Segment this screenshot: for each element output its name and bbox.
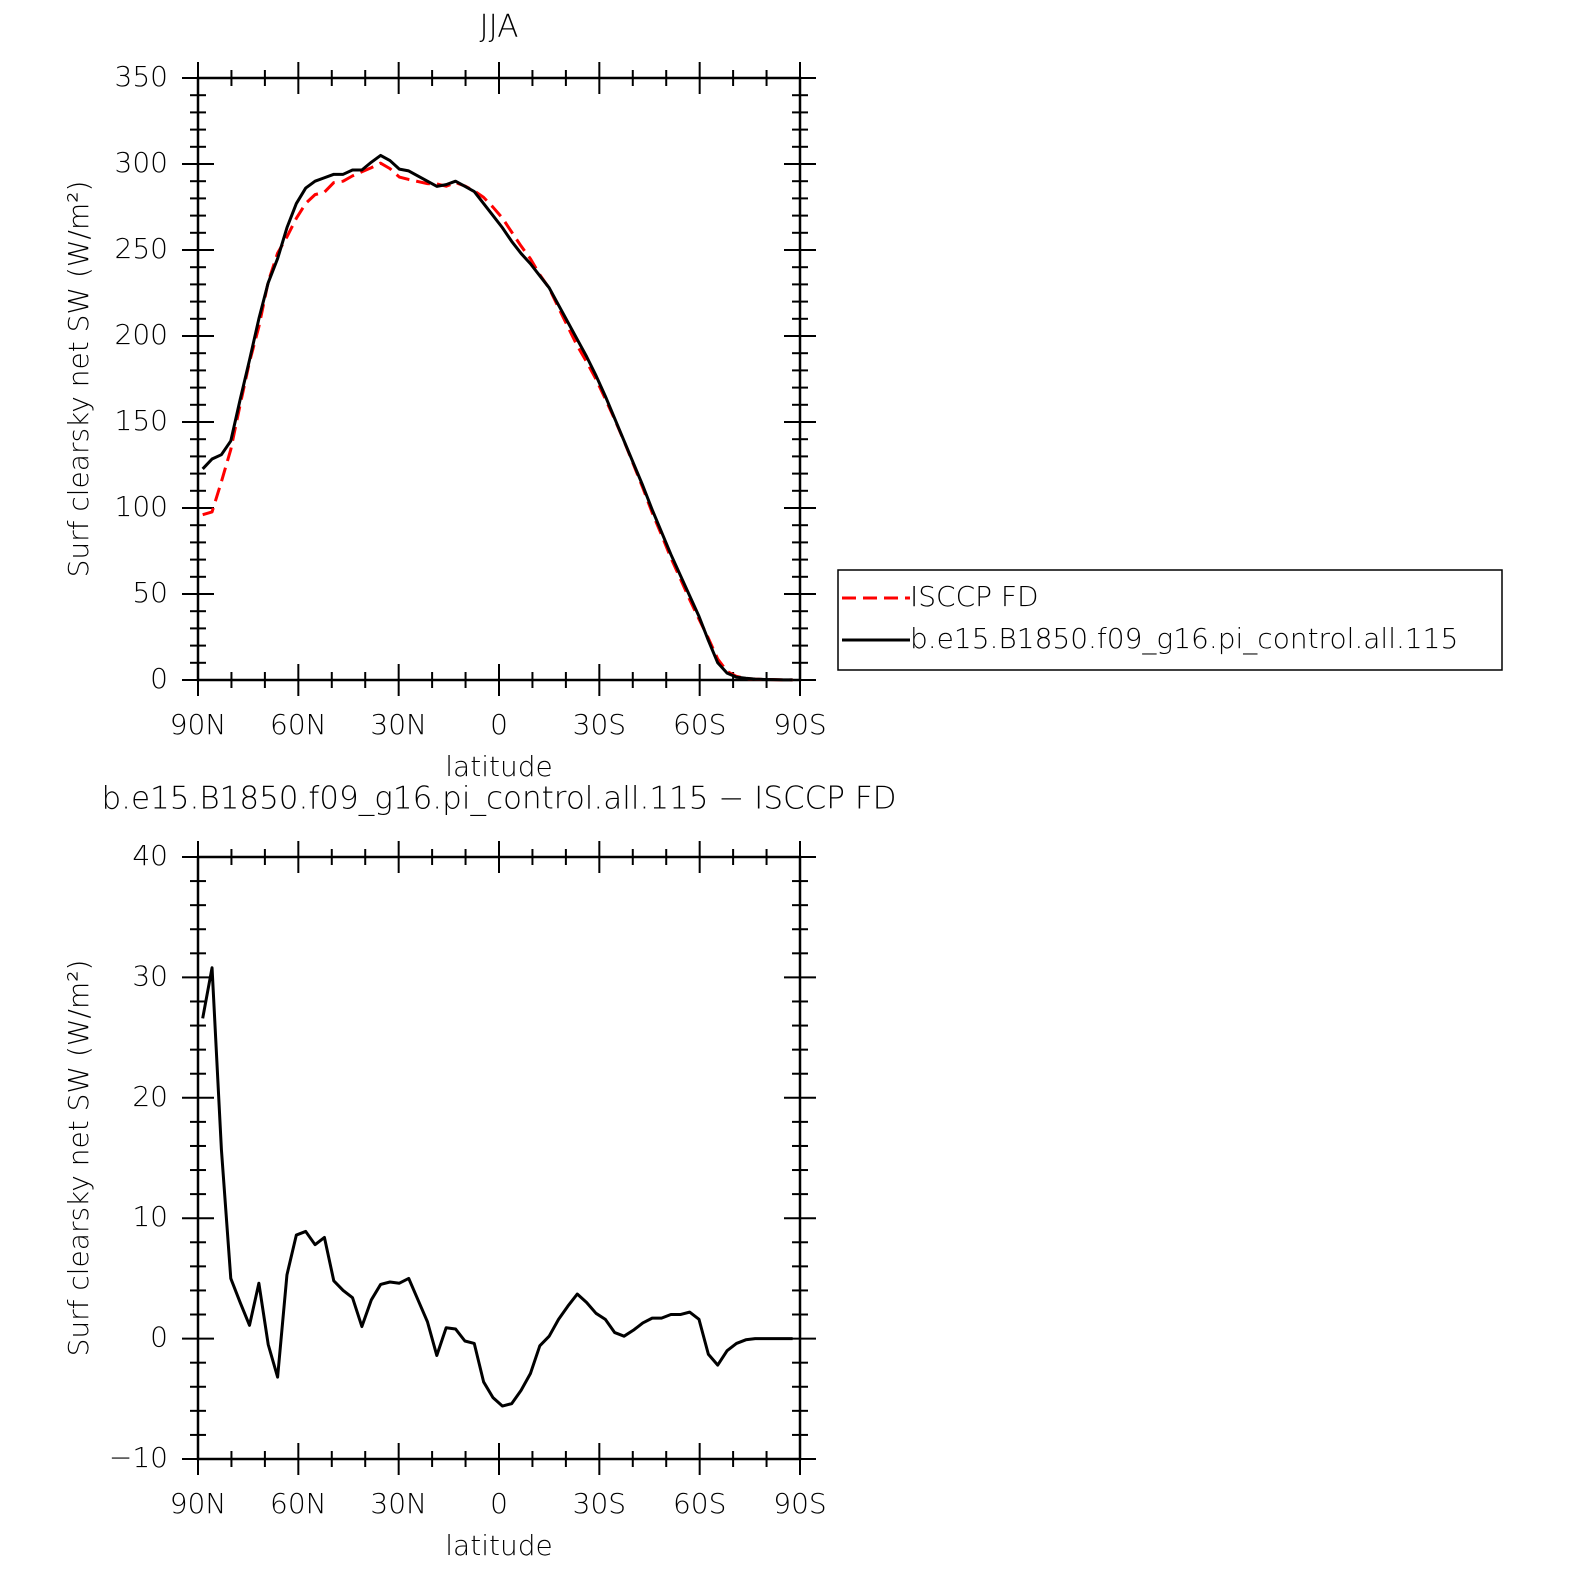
x-tick-label: 0 bbox=[490, 1487, 508, 1520]
x-tick-label: 30S bbox=[573, 1487, 626, 1520]
x-tick-label: 90S bbox=[773, 708, 826, 741]
y-tick-label: 300 bbox=[115, 146, 168, 179]
y-tick-label: 250 bbox=[115, 232, 168, 265]
legend-label: b.e15.B1850.f09_g16.pi_control.all.115 bbox=[910, 622, 1458, 656]
x-tick-label: 30N bbox=[370, 708, 427, 741]
plot-frame bbox=[196, 855, 802, 1461]
x-tick-label: 60N bbox=[270, 708, 327, 741]
x-tick-label: 60S bbox=[673, 708, 726, 741]
data-line bbox=[201, 153, 793, 682]
x-tick-label: 90N bbox=[170, 708, 227, 741]
y-tick-label: 100 bbox=[115, 490, 168, 523]
y-tick-label: 0 bbox=[150, 662, 168, 695]
chart-title: b.e15.B1850.f09_g16.pi_control.all.115 −… bbox=[101, 781, 896, 817]
y-axis-label: Surf clearsky net SW (W/m²) bbox=[62, 181, 95, 578]
legend-label: ISCCP FD bbox=[910, 580, 1039, 613]
y-tick-label: 30 bbox=[132, 959, 168, 992]
legend-frame bbox=[837, 569, 1503, 671]
y-tick-label: 150 bbox=[115, 404, 168, 437]
x-tick-label: 90S bbox=[773, 1487, 826, 1520]
x-tick-label: 60S bbox=[673, 1487, 726, 1520]
y-tick-label: 350 bbox=[115, 60, 168, 93]
y-tick-label: 10 bbox=[132, 1200, 168, 1233]
x-tick-label: 60N bbox=[270, 1487, 327, 1520]
x-tick-label: 0 bbox=[490, 708, 508, 741]
legend: ISCCP FD b.e15.B1850.f09_g16.pi_control.a… bbox=[837, 569, 1503, 671]
y-tick-label: −10 bbox=[109, 1441, 168, 1474]
x-tick-label: 30N bbox=[370, 1487, 427, 1520]
x-tick-label: 30S bbox=[573, 708, 626, 741]
x-axis-label: latitude bbox=[445, 1529, 552, 1562]
y-tick-label: 20 bbox=[132, 1080, 168, 1113]
y-tick-label: 200 bbox=[115, 318, 168, 351]
y-axis-label: Surf clearsky net SW (W/m²) bbox=[62, 960, 95, 1357]
data-line bbox=[202, 161, 793, 682]
chart-title: JJA bbox=[480, 9, 519, 45]
data-line bbox=[201, 966, 793, 1408]
plot-frame bbox=[196, 76, 802, 682]
y-tick-label: 0 bbox=[150, 1321, 168, 1354]
y-tick-label: 40 bbox=[132, 839, 168, 872]
y-tick-label: 50 bbox=[132, 576, 168, 609]
x-tick-label: 90N bbox=[170, 1487, 227, 1520]
x-axis-label: latitude bbox=[445, 750, 552, 783]
